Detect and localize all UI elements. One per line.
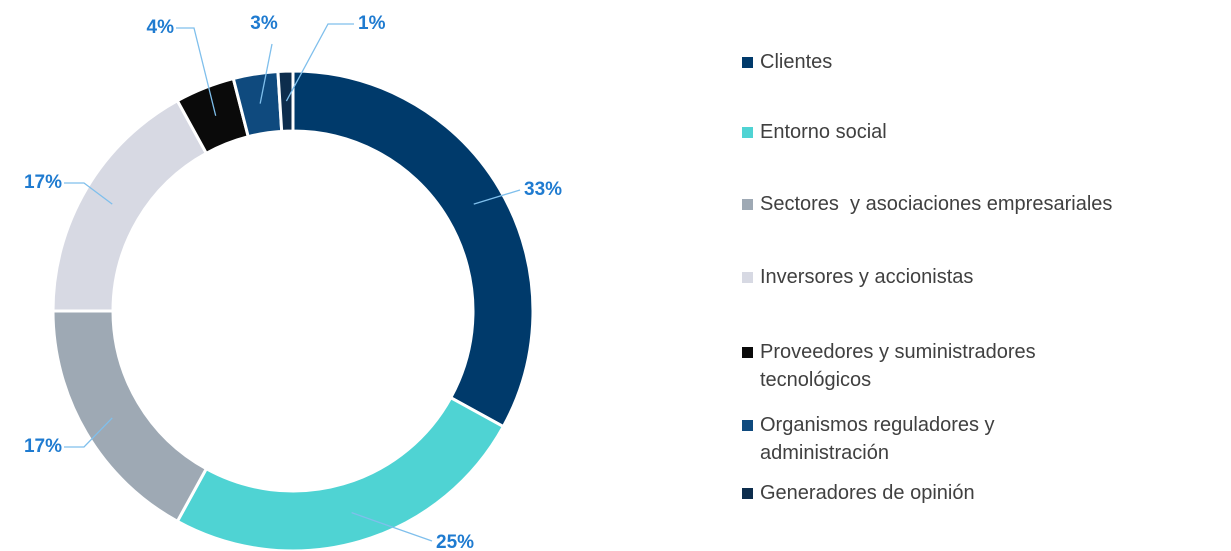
value-label: 4%	[147, 17, 175, 38]
slice	[51, 98, 209, 313]
value-label: 33%	[524, 179, 562, 200]
legend-label: Organismos reguladores y administración	[760, 414, 1001, 464]
legend-label: Proveedores y suministradores tecnológic…	[760, 341, 1042, 391]
value-label: 17%	[24, 436, 62, 457]
slice	[51, 309, 209, 524]
slice	[175, 395, 506, 551]
leader-line	[64, 417, 113, 448]
leader-line	[473, 189, 521, 205]
legend-label: Inversores y accionistas	[760, 266, 974, 288]
legend-swatch	[742, 199, 753, 210]
legend-swatch	[742, 272, 753, 283]
legend-item: Proveedores y suministradores tecnológic…	[742, 338, 1132, 394]
legend-label: Generadores de opinión	[760, 482, 975, 504]
legend-swatch	[742, 347, 753, 358]
legend-swatch	[742, 488, 753, 499]
legend-swatch	[742, 420, 753, 431]
slice	[291, 69, 535, 429]
legend-item: Sectores y asociaciones empresariales	[742, 190, 1222, 218]
legend-item: Organismos reguladores y administración	[742, 411, 1082, 467]
leader-line	[351, 512, 433, 542]
value-label: 1%	[358, 13, 386, 34]
legend-label: Clientes	[760, 51, 833, 73]
legend-item: Clientes	[742, 48, 1222, 76]
legend-swatch	[742, 127, 753, 138]
legend-label: Sectores y asociaciones empresariales	[760, 193, 1113, 215]
legend-item: Generadores de opinión	[742, 479, 1222, 507]
legend-label: Entorno social	[760, 121, 887, 143]
leader-line	[285, 23, 354, 102]
leader-line	[176, 27, 217, 116]
slice	[276, 69, 295, 133]
value-label: 3%	[250, 13, 278, 34]
legend-item: Entorno social	[742, 118, 1222, 146]
value-label: 17%	[24, 172, 62, 193]
legend-item: Inversores y accionistas	[742, 263, 1222, 291]
legend-swatch	[742, 57, 753, 68]
leader-line	[64, 182, 113, 205]
leader-line	[259, 43, 273, 104]
value-label: 25%	[436, 532, 474, 551]
